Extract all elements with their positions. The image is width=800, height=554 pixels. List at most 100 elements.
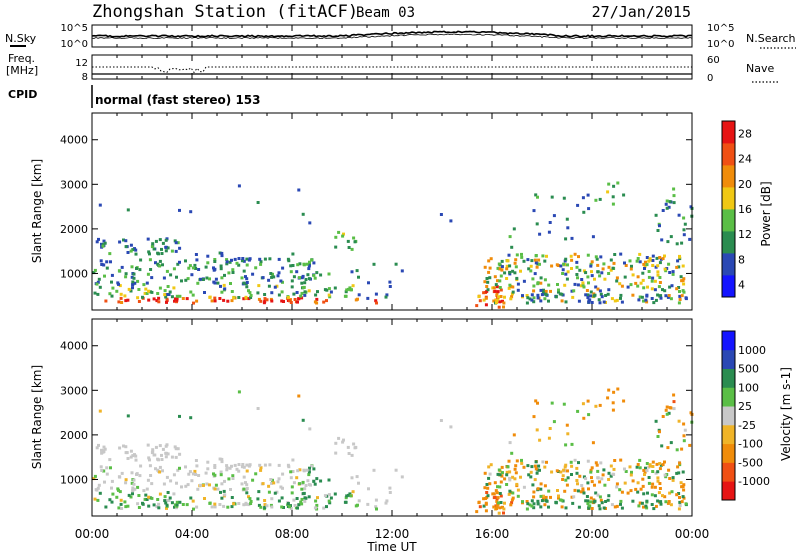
echo-cell [573, 282, 577, 286]
echo-cell [108, 458, 112, 462]
echo-cell [276, 274, 280, 278]
echo-cell [400, 269, 404, 273]
echo-cell [503, 271, 507, 275]
echo-cell [235, 467, 239, 471]
cpid-value: normal (fast stereo) 153 [95, 93, 261, 107]
echo-cell [247, 289, 250, 293]
echo-cell [220, 251, 224, 255]
echo-cell [519, 475, 522, 479]
echo-cell [645, 263, 649, 267]
echo-cell [598, 301, 602, 305]
echo-cell [303, 487, 307, 491]
echo-cell [312, 467, 316, 471]
echo-cell [169, 273, 173, 277]
echo-cell [646, 285, 649, 289]
echo-cell [678, 290, 681, 293]
echo-cell [247, 503, 251, 507]
echo-cell [497, 305, 501, 309]
echo-cell [257, 503, 261, 507]
echo-cell [505, 267, 509, 271]
echo-cell [219, 470, 223, 474]
echo-cell [145, 292, 149, 295]
echo-cell [188, 264, 192, 268]
echo-cell [615, 504, 619, 508]
echo-cell [643, 470, 647, 474]
echo-cell [689, 205, 693, 209]
echo-cell [136, 296, 140, 300]
echo-cell [230, 290, 234, 293]
echo-cell [581, 283, 585, 287]
echo-cell [307, 289, 311, 293]
echo-cell [178, 260, 181, 264]
echo-cell [623, 275, 627, 279]
echo-cell [267, 490, 271, 494]
echo-cell [289, 470, 293, 474]
echo-cell [97, 443, 100, 447]
echo-cell [661, 209, 665, 212]
echo-cell [596, 469, 600, 473]
echo-cell [496, 485, 499, 489]
echo-cell [638, 252, 642, 256]
echo-cell [308, 221, 312, 225]
echo-cell [337, 230, 341, 234]
echo-cell [244, 481, 247, 485]
echo-cell [352, 442, 356, 446]
echo-cell [123, 294, 127, 298]
station-title: Zhongshan Station (fitACF) [92, 2, 358, 22]
echo-cell [559, 264, 563, 268]
echo-cell [477, 501, 481, 505]
echo-cell [308, 260, 311, 264]
echo-cell [263, 499, 267, 502]
echo-cell [117, 506, 121, 510]
echo-cell [592, 500, 596, 504]
echo-cell [126, 298, 130, 302]
echo-cell [527, 473, 531, 477]
echo-cell [328, 295, 332, 299]
echo-cell [508, 489, 512, 493]
echo-cell [241, 463, 245, 466]
echo-cell [510, 292, 514, 296]
echo-cell [607, 182, 611, 186]
echo-cell [520, 252, 523, 256]
echo-cell [136, 485, 140, 489]
echo-cell [290, 279, 294, 283]
echo-cell [522, 465, 526, 469]
echo-cell [609, 464, 613, 468]
echo-cell [307, 495, 311, 499]
echo-cell [96, 486, 100, 490]
echo-cell [280, 299, 284, 303]
echo-cell [350, 247, 354, 251]
echo-cell [642, 505, 645, 509]
echo-cell [656, 270, 660, 274]
echo-cell [587, 506, 591, 510]
echo-cell [652, 301, 656, 305]
echo-cell [131, 283, 135, 287]
echo-cell [502, 507, 506, 511]
echo-cell [499, 494, 503, 498]
echo-cell [248, 497, 252, 501]
echo-cell [267, 484, 271, 488]
echo-cell [585, 495, 589, 498]
nave-tick-bottom: 0 [707, 73, 713, 84]
echo-cell [164, 249, 168, 253]
echo-cell [100, 468, 104, 472]
echo-cell [281, 280, 284, 284]
echo-cell [658, 467, 662, 471]
echo-cell [268, 257, 272, 261]
echo-cell [290, 285, 294, 289]
echo-cell [536, 293, 540, 297]
echo-cell [478, 505, 482, 509]
echo-cell [492, 505, 496, 509]
echo-cell [301, 274, 305, 278]
echo-cell [634, 487, 638, 491]
echo-cell [589, 264, 593, 268]
echo-cell [645, 256, 649, 259]
echo-cell [213, 296, 217, 300]
echo-cell [677, 471, 681, 475]
echo-cell [126, 457, 130, 460]
echo-cell [191, 472, 195, 476]
y-tick-label: 2000 [60, 429, 88, 442]
echo-cell [220, 254, 224, 258]
echo-cell [242, 503, 246, 507]
